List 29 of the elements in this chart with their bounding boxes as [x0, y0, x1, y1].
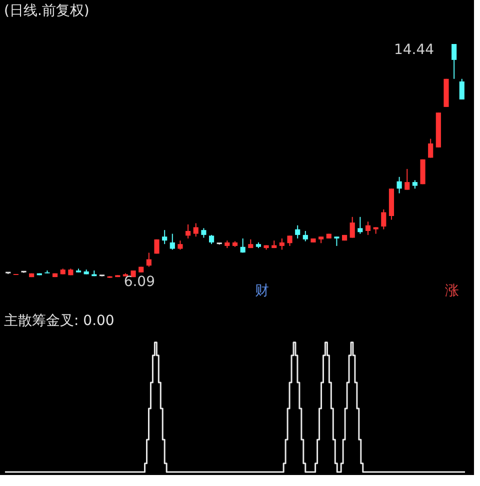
chart-title: (日线.前复权) — [4, 3, 90, 19]
candlestick — [162, 230, 168, 245]
annotation: 6.09 — [124, 274, 155, 290]
candlestick — [186, 224, 191, 239]
annotation: 14.44 — [394, 42, 434, 58]
candlestick — [396, 176, 402, 194]
candlestick — [170, 233, 175, 250]
candlestick — [146, 252, 152, 268]
text: 涨 — [445, 283, 459, 299]
candlestick — [381, 208, 386, 230]
candlestick — [208, 234, 214, 245]
candlestick — [459, 78, 464, 100]
candlestick — [452, 44, 457, 80]
candlestick — [279, 238, 284, 250]
candlestick — [302, 230, 308, 242]
candlestick — [287, 235, 292, 246]
candlestick — [295, 224, 300, 239]
candlestick — [193, 222, 198, 238]
candlestick — [334, 236, 340, 246]
chart-title: 主散筹金叉: 0.00 — [4, 313, 114, 329]
candlestick — [428, 138, 434, 158]
text: 财 — [255, 283, 269, 299]
candlestick — [201, 228, 206, 238]
candlestick — [358, 216, 363, 234]
candlestick — [350, 216, 355, 238]
candlestick — [178, 240, 183, 250]
candlestick — [404, 168, 410, 190]
candlestick — [240, 238, 246, 254]
candlestick — [365, 221, 371, 236]
